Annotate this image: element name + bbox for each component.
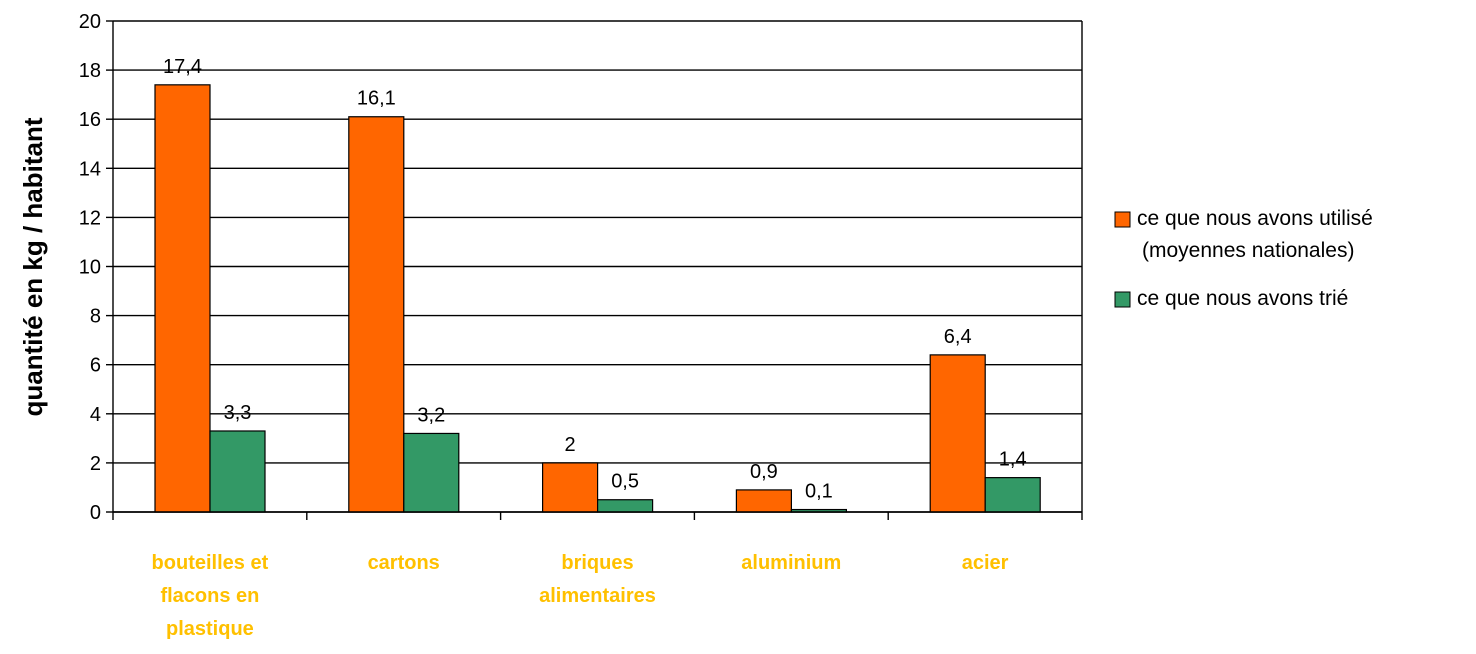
y-axis-label: quantité en kg / habitant xyxy=(18,117,48,416)
legend: ce que nous avons utilisé (moyennes natio… xyxy=(1114,207,1373,310)
y-tick-label: 8 xyxy=(90,306,101,328)
y-tick-label: 16 xyxy=(79,109,101,131)
category-label: cartons xyxy=(368,552,440,574)
category-labels: bouteilles et flacons en plastique cartons b… xyxy=(152,552,1009,640)
y-tick-labels: 0 2 4 6 8 10 12 14 16 18 20 xyxy=(79,11,101,524)
data-labels: 17,4 16,1 2 0,9 6,4 3,3 3,2 0,5 0,1 1,4 xyxy=(163,56,1027,503)
data-label: 3,3 xyxy=(224,402,252,424)
y-tick-label: 0 xyxy=(90,502,101,524)
bars xyxy=(154,84,1041,513)
bar-series-2 xyxy=(209,430,266,513)
axes xyxy=(106,20,1083,520)
category-label: bouteilles et flacons en plastique xyxy=(152,552,269,640)
data-label: 3,2 xyxy=(417,404,445,426)
category-label: aluminium xyxy=(741,552,841,574)
y-tick-label: 4 xyxy=(90,404,101,426)
category-label: acier xyxy=(962,552,1009,574)
data-label: 2 xyxy=(565,434,576,456)
bar-series-2 xyxy=(596,499,654,513)
y-tick-label: 18 xyxy=(79,60,101,82)
data-label: 17,4 xyxy=(163,56,202,78)
bar-series-2 xyxy=(984,477,1041,513)
y-tick-label: 6 xyxy=(90,355,101,377)
data-label: 16,1 xyxy=(357,88,396,110)
y-tick-label: 20 xyxy=(79,11,101,33)
data-label: 6,4 xyxy=(944,326,972,348)
data-label: 0,5 xyxy=(611,471,639,493)
legend-swatch xyxy=(1114,211,1131,228)
y-tick-label: 2 xyxy=(90,453,101,475)
bar-series-1 xyxy=(348,116,405,513)
y-tick-label: 14 xyxy=(79,158,101,180)
grid-lines xyxy=(113,20,1082,513)
data-label: 0,9 xyxy=(750,461,778,483)
y-tick-label: 10 xyxy=(79,257,101,279)
bar-series-1 xyxy=(929,354,986,513)
bar-series-1 xyxy=(735,489,793,513)
bar-series-1 xyxy=(541,462,599,513)
legend-entry: ce que nous avons trié xyxy=(1137,287,1348,310)
data-label: 0,1 xyxy=(805,481,833,503)
category-label: briques alimentaires xyxy=(539,552,656,607)
data-label: 1,4 xyxy=(999,449,1027,471)
bar-series-1 xyxy=(154,84,211,513)
legend-entry: ce que nous avons utilisé (moyennes natio… xyxy=(1137,207,1373,262)
legend-swatch xyxy=(1114,291,1131,308)
bar-series-2 xyxy=(403,432,460,513)
y-tick-label: 12 xyxy=(79,207,101,229)
